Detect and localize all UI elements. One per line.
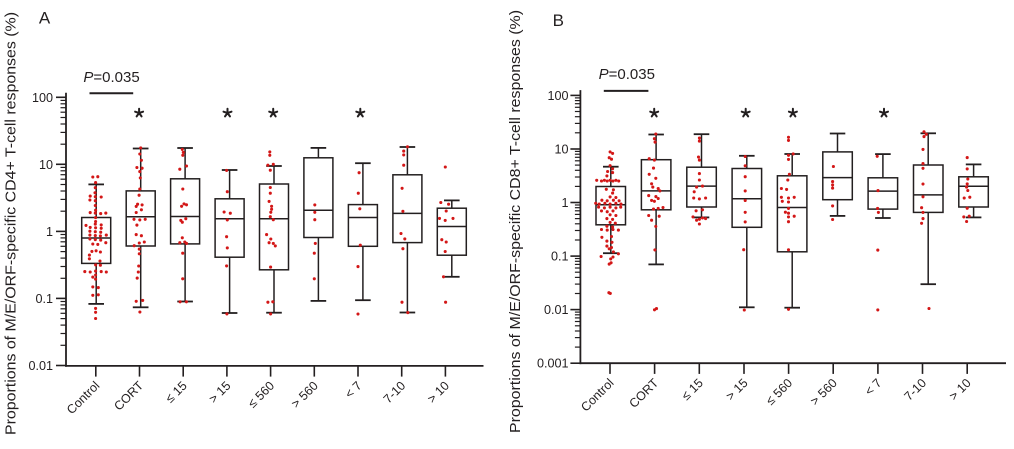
svg-text:1: 1 (46, 225, 53, 239)
svg-text:0.01: 0.01 (28, 359, 53, 373)
svg-text:Proportions of M/E/ORF-specifi: Proportions of M/E/ORF-specific CD4+ T-c… (4, 12, 20, 435)
svg-text:0.01: 0.01 (544, 303, 569, 317)
svg-text:B: B (553, 11, 564, 30)
svg-text:1: 1 (561, 196, 568, 210)
svg-text:P=0.035: P=0.035 (599, 66, 655, 83)
svg-text:0.1: 0.1 (35, 292, 53, 306)
svg-text:0.001: 0.001 (537, 357, 569, 371)
svg-text:0.1: 0.1 (551, 250, 569, 264)
svg-text:100: 100 (32, 91, 53, 105)
svg-text:10: 10 (554, 143, 568, 157)
svg-text:100: 100 (547, 89, 568, 103)
svg-text:P=0.035: P=0.035 (83, 69, 139, 86)
svg-text:Proportions of M/E/ORF-specifi: Proportions of M/E/ORF-specific CD8+ T-c… (508, 10, 524, 433)
svg-text:10: 10 (39, 158, 53, 172)
svg-text:A: A (39, 9, 51, 28)
